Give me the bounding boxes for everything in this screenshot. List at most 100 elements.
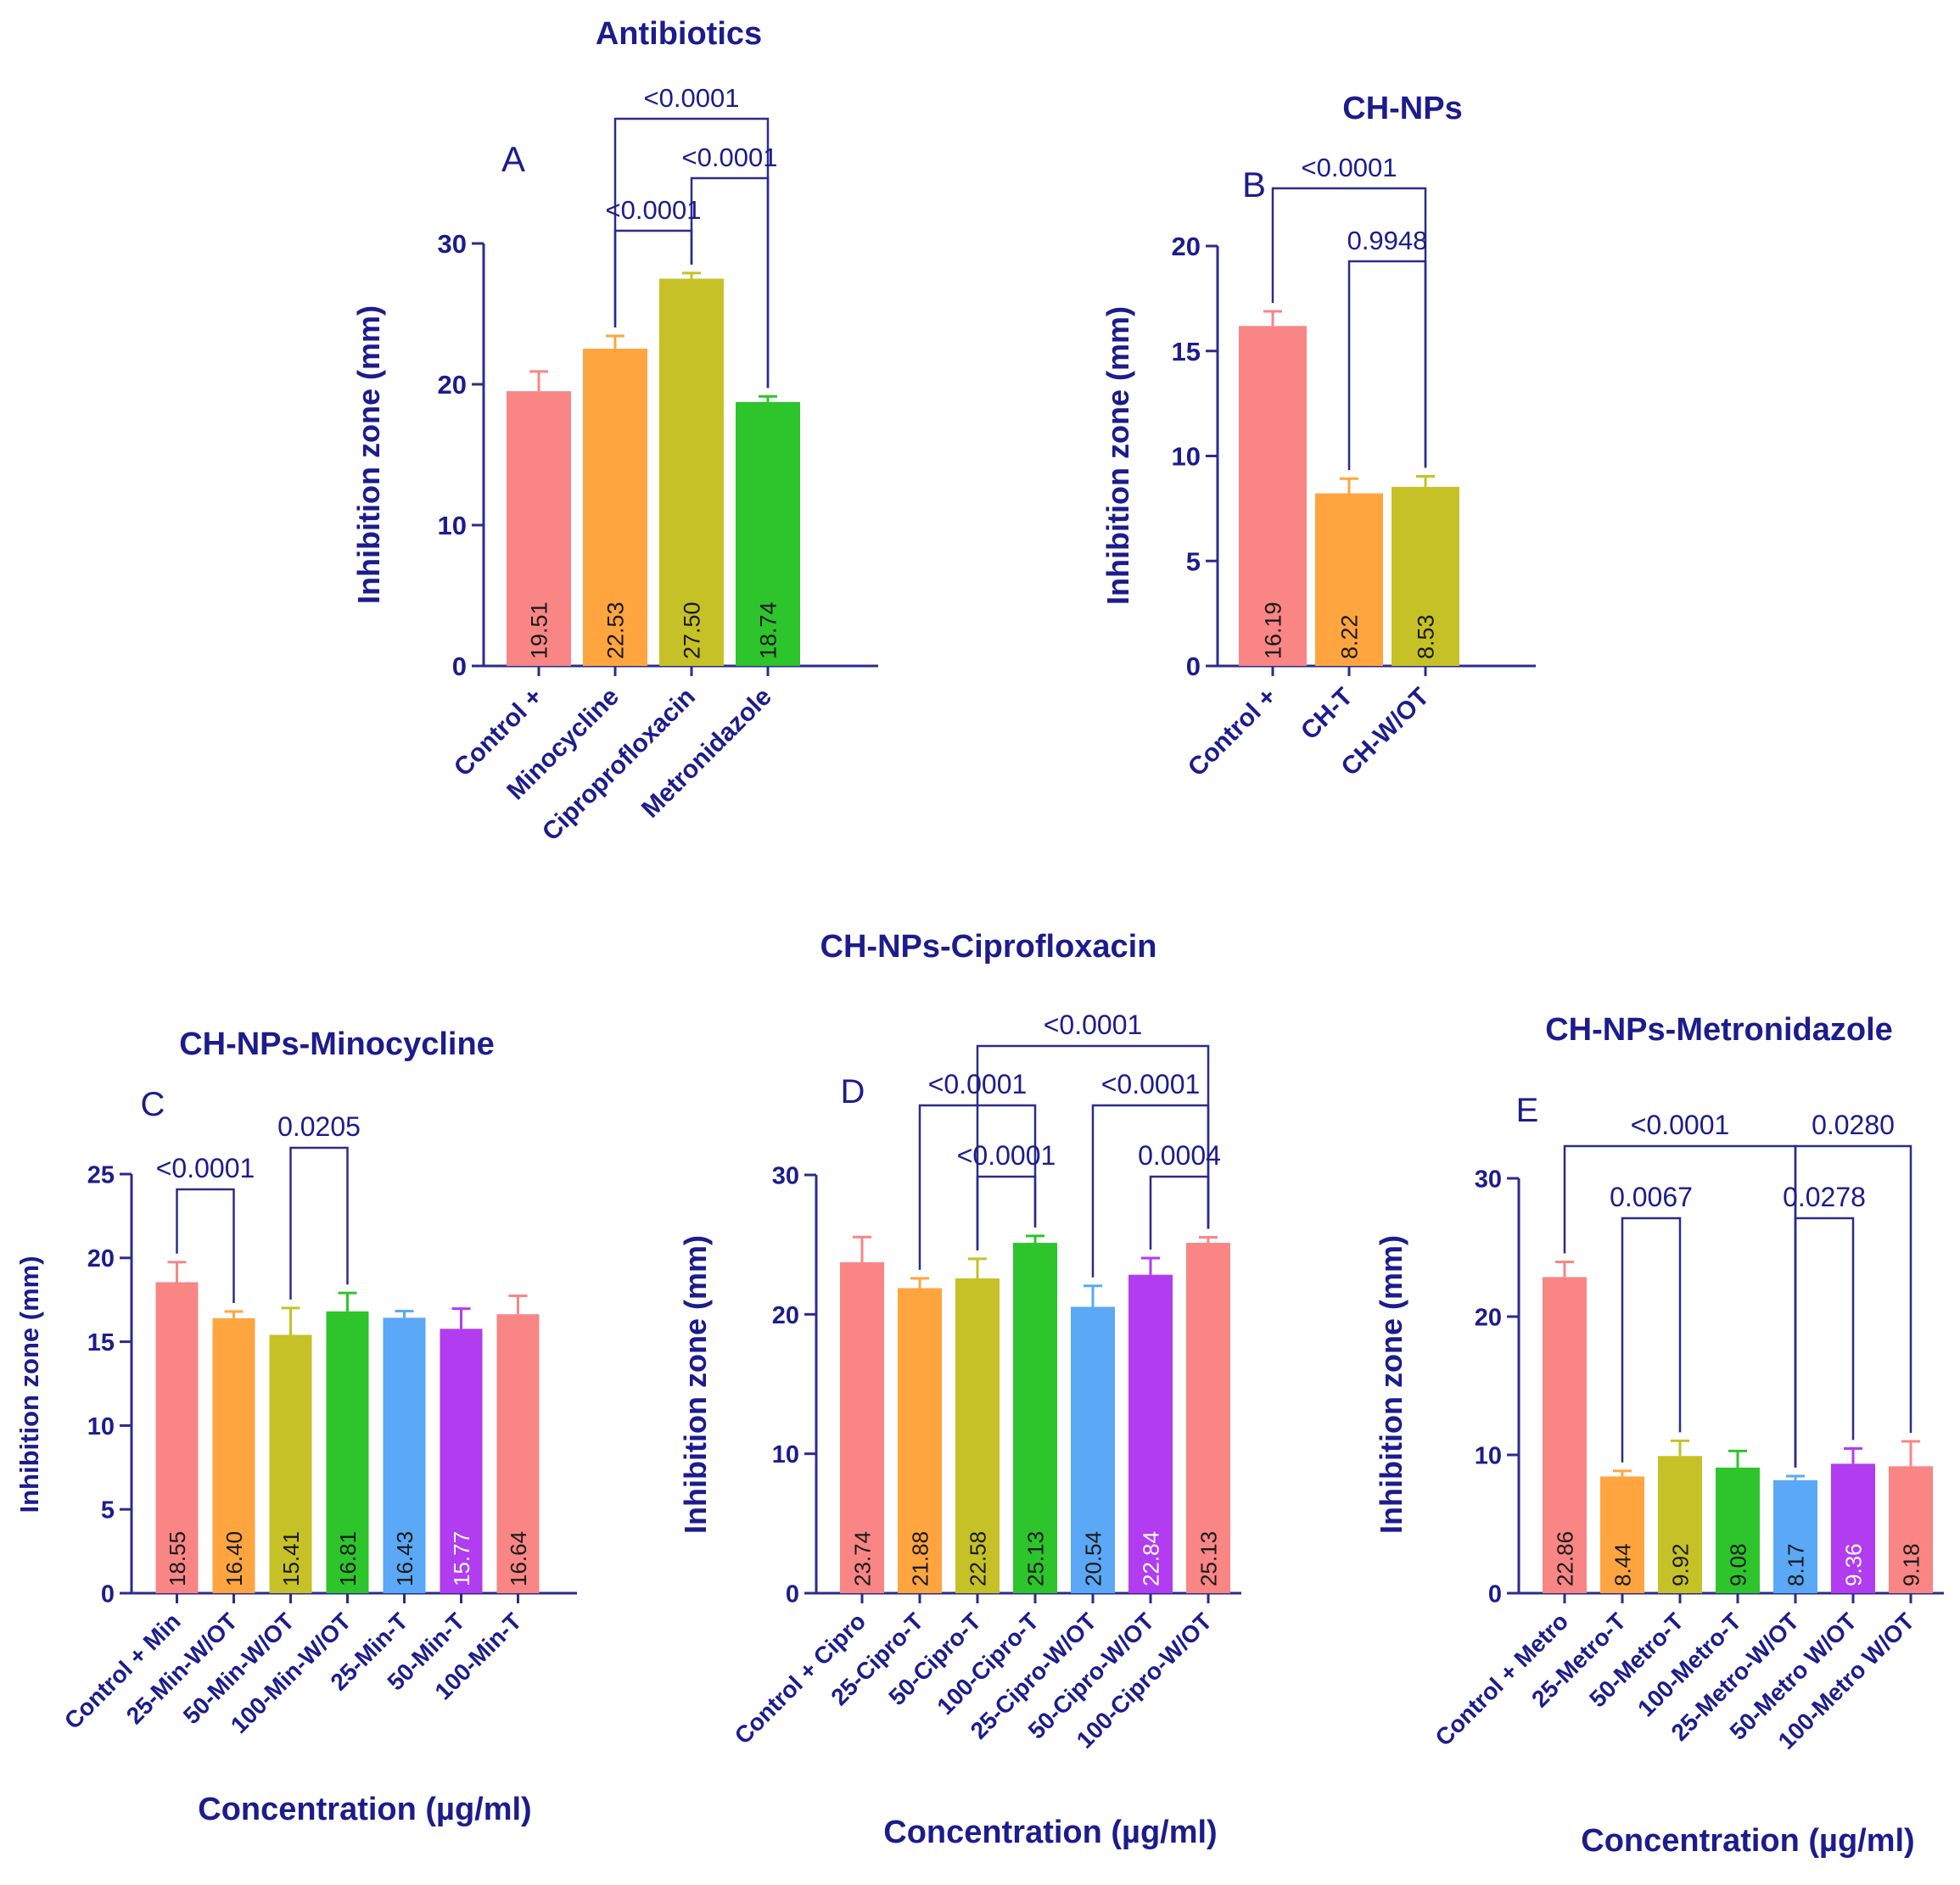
bar bbox=[1600, 1476, 1644, 1593]
bar bbox=[1543, 1277, 1587, 1593]
bar bbox=[1315, 493, 1383, 666]
panel-a: Antibiotics A Inhibition zone (mm) 0 10 20 30 1… bbox=[351, 16, 878, 847]
bar-value-label: 22.86 bbox=[1552, 1531, 1577, 1586]
bar bbox=[1239, 326, 1307, 666]
bar bbox=[1773, 1479, 1817, 1593]
significance-bracket bbox=[690, 176, 770, 389]
significance-bracket bbox=[1091, 1104, 1210, 1278]
panel-letter: D bbox=[841, 1073, 865, 1110]
panel-d: CH-NPs-Ciprofloxacin D Inhibition zone (mm… bbox=[678, 929, 1241, 1850]
bar bbox=[269, 1334, 312, 1593]
bar-value-label: 8.53 bbox=[1414, 614, 1439, 659]
significance-bracket bbox=[613, 229, 693, 328]
significance-bracket bbox=[1347, 260, 1427, 471]
p-value-label: 0.0067 bbox=[1610, 1182, 1693, 1212]
y-tick-label: 0 bbox=[1488, 1580, 1502, 1608]
bar-value-label: 19.51 bbox=[527, 601, 552, 659]
bar-value-label: 16.81 bbox=[335, 1531, 361, 1586]
p-value-label: <0.0001 bbox=[957, 1140, 1056, 1171]
p-value-label: <0.0001 bbox=[606, 195, 702, 225]
bar bbox=[1658, 1456, 1702, 1593]
panel-letter: C bbox=[141, 1086, 165, 1123]
significance-bracket bbox=[289, 1146, 349, 1300]
bar bbox=[583, 349, 647, 666]
y-tick-label: 20 bbox=[1475, 1304, 1502, 1331]
bar-value-label: 9.92 bbox=[1667, 1543, 1693, 1586]
bar bbox=[1071, 1306, 1115, 1593]
bar-value-label: 16.19 bbox=[1261, 601, 1286, 659]
panel-title: CH-NPs-Minocycline bbox=[179, 1026, 495, 1062]
y-tick-label: 25 bbox=[87, 1161, 115, 1189]
bar-value-label: 18.74 bbox=[756, 601, 781, 659]
y-axis-title: Inhibition zone (mm) bbox=[1100, 306, 1135, 605]
x-axis-title: Concentration (µg/ml) bbox=[883, 1815, 1217, 1850]
p-value-label: <0.0001 bbox=[1302, 153, 1397, 182]
p-value-label: <0.0001 bbox=[928, 1069, 1028, 1099]
bar bbox=[1889, 1466, 1933, 1593]
y-tick-label: 0 bbox=[1186, 652, 1201, 681]
p-value-label: <0.0001 bbox=[1101, 1069, 1201, 1099]
bar-value-label: 27.50 bbox=[680, 601, 705, 659]
p-value-label: 0.0004 bbox=[1138, 1140, 1221, 1171]
y-tick-label: 15 bbox=[87, 1329, 115, 1356]
p-value-label: 0.9948 bbox=[1347, 226, 1428, 255]
x-category-label: Metronidazole bbox=[636, 683, 777, 824]
y-tick-label: 0 bbox=[786, 1580, 799, 1608]
significance-bracket bbox=[1621, 1217, 1682, 1463]
significance-bracket bbox=[1794, 1217, 1855, 1468]
bar bbox=[955, 1278, 1000, 1593]
y-tick-label: 20 bbox=[438, 370, 467, 400]
y-tick-label: 5 bbox=[101, 1497, 115, 1524]
bar bbox=[840, 1261, 884, 1593]
bar-value-label: 9.36 bbox=[1840, 1543, 1866, 1586]
panel-title: Antibiotics bbox=[596, 16, 762, 52]
bar bbox=[212, 1317, 255, 1593]
bar bbox=[383, 1317, 426, 1593]
bar-value-label: 18.55 bbox=[165, 1531, 190, 1586]
x-category-label: CH-T bbox=[1296, 683, 1358, 746]
y-tick-label: 20 bbox=[772, 1302, 799, 1329]
bar-value-label: 8.44 bbox=[1610, 1543, 1635, 1586]
y-tick-label: 20 bbox=[87, 1245, 115, 1273]
panel-letter: B bbox=[1242, 165, 1266, 204]
p-value-label: 0.0205 bbox=[277, 1111, 361, 1142]
p-value-label: 0.0278 bbox=[1783, 1182, 1866, 1212]
p-value-label: <0.0001 bbox=[682, 143, 778, 172]
y-tick-label: 30 bbox=[438, 229, 467, 259]
significance-bracket bbox=[976, 1175, 1037, 1250]
significance-bracket bbox=[1149, 1175, 1210, 1250]
p-value-label: <0.0001 bbox=[156, 1153, 255, 1183]
y-tick-label: 10 bbox=[772, 1441, 799, 1468]
y-tick-label: 0 bbox=[452, 652, 467, 681]
bar bbox=[1716, 1467, 1760, 1593]
bar-value-label: 16.64 bbox=[506, 1531, 531, 1586]
bar bbox=[155, 1282, 199, 1593]
y-axis-title: Inhibition zone (mm) bbox=[1374, 1235, 1408, 1534]
p-value-label: <0.0001 bbox=[1631, 1110, 1730, 1140]
bar bbox=[1013, 1243, 1057, 1593]
panel-letter: E bbox=[1516, 1092, 1539, 1129]
bar-value-label: 22.58 bbox=[965, 1531, 990, 1586]
bar bbox=[659, 278, 724, 666]
y-tick-label: 0 bbox=[101, 1580, 115, 1608]
panel-letter: A bbox=[501, 139, 525, 179]
y-axis-title: Inhibition zone (mm) bbox=[678, 1235, 713, 1534]
bar bbox=[507, 391, 571, 666]
x-axis-title: Concentration (µg/ml) bbox=[198, 1792, 531, 1827]
x-axis-title: Concentration (µg/ml) bbox=[1581, 1823, 1914, 1859]
bar-value-label: 22.84 bbox=[1138, 1531, 1163, 1586]
y-tick-label: 10 bbox=[1475, 1442, 1502, 1469]
y-tick-label: 10 bbox=[1172, 442, 1201, 472]
y-axis-title: Inhibition zone (mm) bbox=[14, 1256, 44, 1513]
p-value-label: 0.0280 bbox=[1812, 1110, 1895, 1140]
panel-c: CH-NPs-Minocycline C Inhibition zone (mm) 0… bbox=[14, 1026, 577, 1827]
y-axis-title: Inhibition zone (mm) bbox=[351, 305, 386, 604]
panel-e: CH-NPs-Metronidazole E Inhibition zone (mm… bbox=[1374, 1012, 1944, 1859]
bar bbox=[1128, 1274, 1173, 1593]
y-tick-label: 5 bbox=[1186, 546, 1201, 576]
bar-value-label: 9.18 bbox=[1898, 1543, 1924, 1586]
y-tick-label: 30 bbox=[1475, 1166, 1502, 1193]
bar bbox=[1392, 486, 1459, 666]
bar bbox=[898, 1288, 942, 1593]
